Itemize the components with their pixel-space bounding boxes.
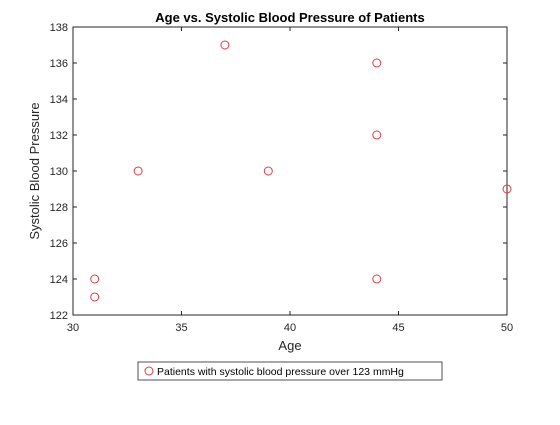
x-tick-label: 35 (175, 322, 187, 334)
legend-box (137, 361, 443, 381)
plot-area (72, 26, 508, 316)
x-tick-label: 50 (501, 322, 513, 334)
data-point (133, 166, 143, 176)
y-tick-label: 136 (50, 58, 68, 70)
y-tick-label: 126 (50, 238, 68, 250)
y-tick-label: 130 (50, 166, 68, 178)
data-point (90, 274, 100, 284)
data-point (263, 166, 273, 176)
y-tick-label: 134 (50, 94, 68, 106)
y-tick-label: 124 (50, 274, 68, 286)
data-point (90, 292, 100, 302)
x-tick-label: 45 (392, 322, 404, 334)
y-tick-label: 128 (50, 202, 68, 214)
y-tick-label: 122 (50, 310, 68, 322)
data-point (372, 58, 382, 68)
data-point (502, 184, 512, 194)
legend-entry-label: Patients with systolic blood pressure ov… (157, 366, 404, 378)
x-axis-ticks: 30 35 40 45 50 (67, 27, 513, 334)
legend: Patients with systolic blood pressure ov… (137, 361, 443, 381)
data-points (90, 40, 512, 302)
y-tick-label: 132 (50, 130, 68, 142)
legend-marker-circle-icon (144, 366, 154, 376)
chart-title: Age vs. Systolic Blood Pressure of Patie… (155, 10, 424, 25)
x-tick-label: 30 (67, 322, 79, 334)
data-point (220, 40, 230, 50)
y-axis-label: Systolic Blood Pressure (27, 102, 42, 239)
x-tick-label: 40 (284, 322, 296, 334)
y-axis-ticks: 122 124 126 128 130 132 134 136 138 (50, 22, 507, 322)
y-tick-label: 138 (50, 22, 68, 34)
data-point (372, 130, 382, 140)
data-point (372, 274, 382, 284)
x-axis-label: Age (278, 338, 301, 353)
